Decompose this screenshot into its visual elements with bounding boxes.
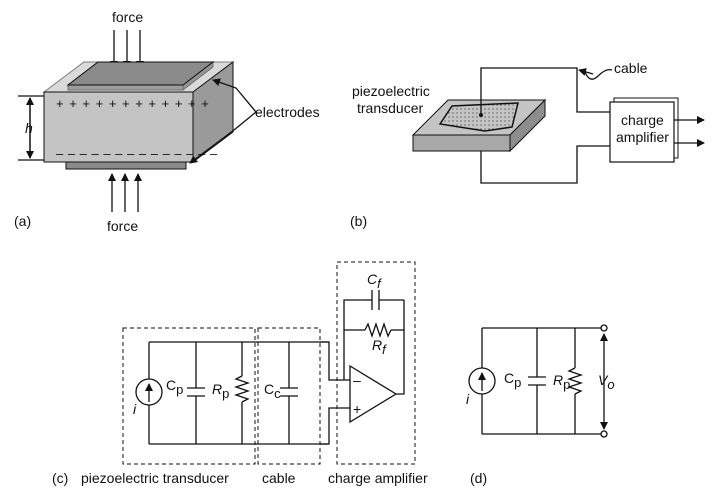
svg-text:Cp: Cp <box>166 377 183 397</box>
terminal-bottom <box>600 430 608 438</box>
transducer-electrode <box>438 102 519 132</box>
bottom-electrode <box>65 161 187 170</box>
cc-label: C <box>264 381 274 397</box>
transducer-label-2: transducer <box>357 100 423 116</box>
amplifier-caption: charge amplifier <box>328 470 428 486</box>
rp-label-d: R <box>553 372 563 388</box>
svg-text:Vo: Vo <box>598 372 615 392</box>
cable-box <box>257 327 321 465</box>
op-amp-plus: + <box>353 401 361 417</box>
rf-label: R <box>372 337 382 353</box>
terminal-top <box>600 324 608 332</box>
amplifier-box <box>336 261 416 465</box>
svg-text:Rp: Rp <box>212 381 229 401</box>
cable-caption: cable <box>262 470 296 486</box>
charge-amplifier-box <box>609 101 675 163</box>
amplifier-label-1: charge <box>621 112 664 128</box>
cable-wire-bottom <box>480 145 610 184</box>
panel-d: i Cp Rp Vo (d) <box>466 324 615 486</box>
panel-b: piezoelectric transducer cable charge am… <box>350 60 705 229</box>
transducer-label-1: piezoelectric <box>352 83 430 99</box>
svg-text:Rf: Rf <box>372 337 387 357</box>
panel-a: force A + + + + + + + + + + + + – – – – … <box>14 9 320 234</box>
cable-label: cable <box>614 60 648 76</box>
svg-text:Cp: Cp <box>504 370 521 390</box>
plus-charges: + + + + + + + + + + + + <box>56 96 210 111</box>
force-bottom-label: force <box>107 218 138 234</box>
rf-resistor <box>364 321 392 339</box>
electrodes-pointer-top <box>212 78 257 113</box>
rp-resistor-d <box>566 367 584 395</box>
rp-label-c: R <box>212 381 222 397</box>
force-top-label: force <box>112 9 143 25</box>
cable-pointer <box>584 68 613 80</box>
op-amp <box>349 364 398 424</box>
electrodes-pointer-bottom <box>189 111 257 164</box>
svg-text:Rp: Rp <box>553 372 570 392</box>
transducer-front-face <box>412 134 511 152</box>
panel-a-label: (a) <box>14 213 31 229</box>
panel-d-label: (d) <box>470 470 487 486</box>
force-bottom-arrows <box>108 173 142 212</box>
transducer-caption: piezoelectric transducer <box>81 470 229 486</box>
electrodes-label: electrodes <box>255 104 320 120</box>
rp-resistor-c <box>233 375 251 403</box>
panel-c: i Cp Rp Cc – + Cf Rf <box>52 261 428 486</box>
panel-b-label: (b) <box>350 213 367 229</box>
transducer-box <box>122 327 256 465</box>
crystal-front-face <box>43 91 194 163</box>
vo-label: V <box>598 372 609 388</box>
panel-c-label: (c) <box>52 470 68 486</box>
current-label-c: i <box>133 401 137 417</box>
amplifier-label-2: amplifier <box>616 129 669 145</box>
height-label: h <box>25 120 33 136</box>
op-amp-minus: – <box>353 372 361 388</box>
cf-label: C <box>367 271 378 287</box>
cp-label-c: C <box>166 377 176 393</box>
crystal-side-face <box>192 61 234 163</box>
cable-wire-top <box>480 67 610 115</box>
cp-label-d: C <box>504 370 514 386</box>
minus-charges: – – – – – – – – – – – – – – <box>56 146 218 161</box>
svg-text:Cf: Cf <box>367 271 382 291</box>
current-label-d: i <box>466 391 470 407</box>
svg-text:Cc: Cc <box>264 381 281 401</box>
